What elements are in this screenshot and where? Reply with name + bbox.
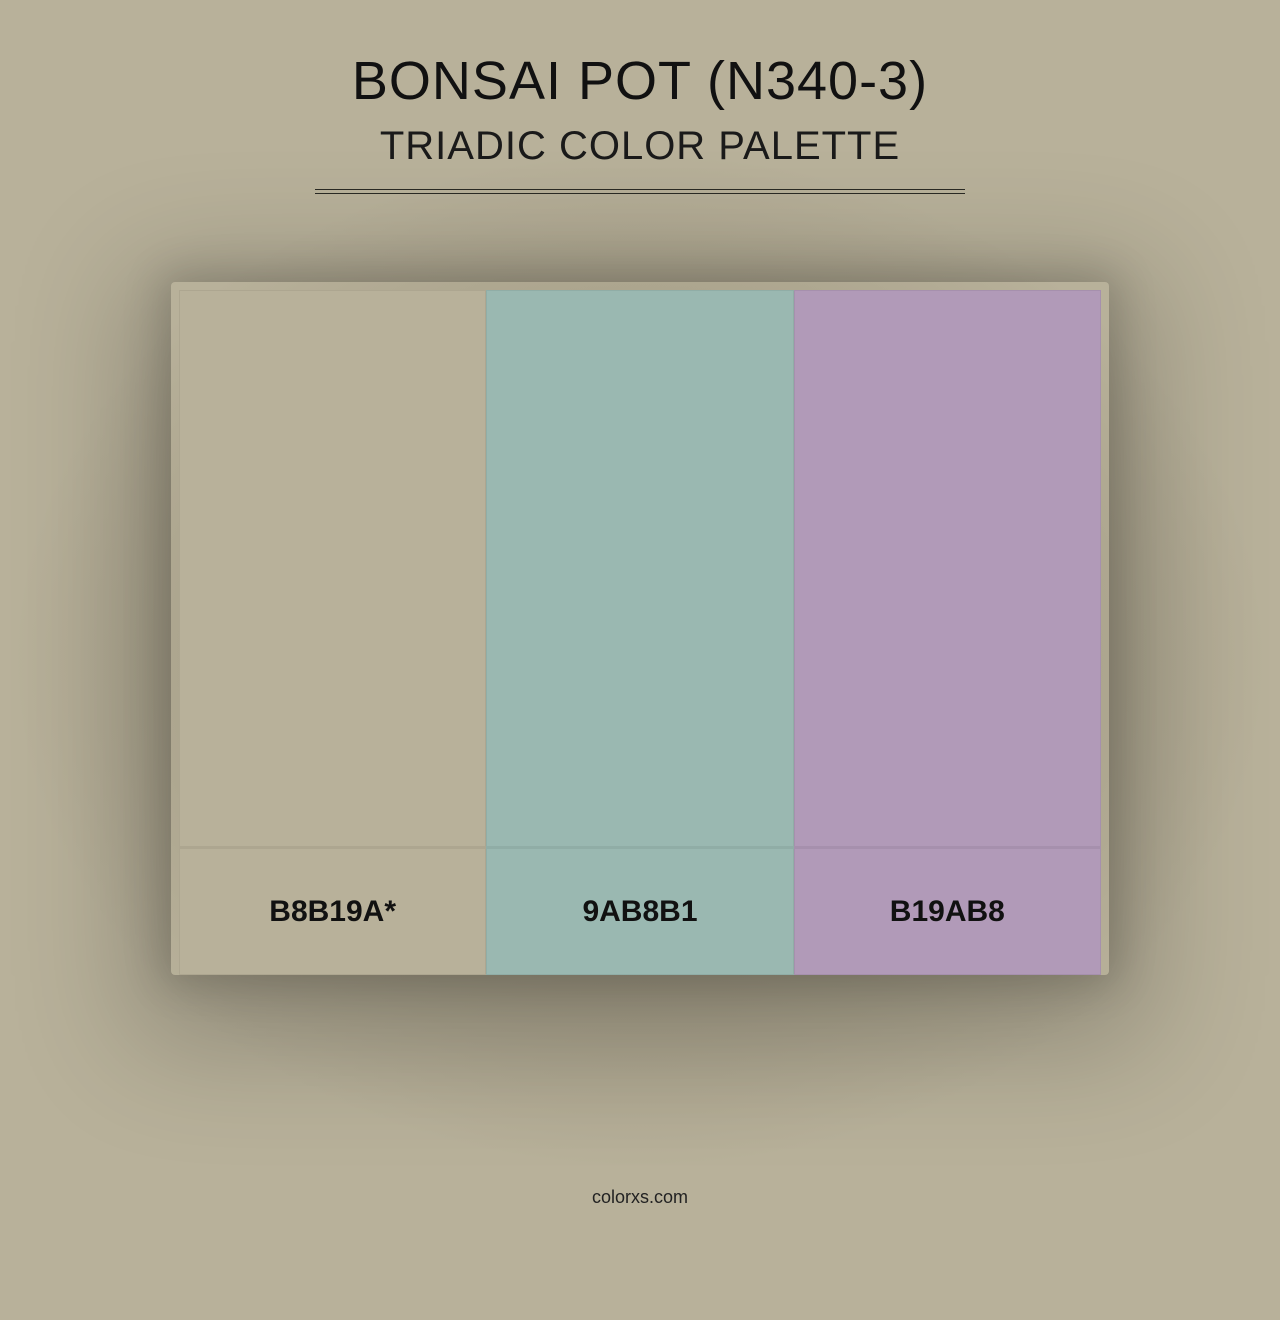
swatch-row <box>179 290 1101 847</box>
swatch-2 <box>794 290 1101 847</box>
palette: B8B19A* 9AB8B1 B19AB8 <box>179 290 1101 975</box>
page-title: BONSAI POT (N340-3) <box>0 50 1280 112</box>
label-row: B8B19A* 9AB8B1 B19AB8 <box>179 847 1101 975</box>
swatch-label-0: B8B19A* <box>179 847 486 975</box>
hex-code-2: B19AB8 <box>890 895 1005 929</box>
swatch-label-2: B19AB8 <box>794 847 1101 975</box>
hex-code-1: 9AB8B1 <box>582 895 697 929</box>
swatch-1 <box>486 290 793 847</box>
header: BONSAI POT (N340-3) TRIADIC COLOR PALETT… <box>0 50 1280 194</box>
footer-credit: colorxs.com <box>0 1187 1280 1208</box>
swatch-0 <box>179 290 486 847</box>
swatch-label-1: 9AB8B1 <box>486 847 793 975</box>
palette-card: BONSAI POT (N340-3) TRIADIC COLOR PALETT… <box>0 0 1280 1320</box>
hex-code-0: B8B19A* <box>269 895 396 929</box>
header-rule <box>315 189 965 194</box>
page-subtitle: TRIADIC COLOR PALETTE <box>0 124 1280 169</box>
